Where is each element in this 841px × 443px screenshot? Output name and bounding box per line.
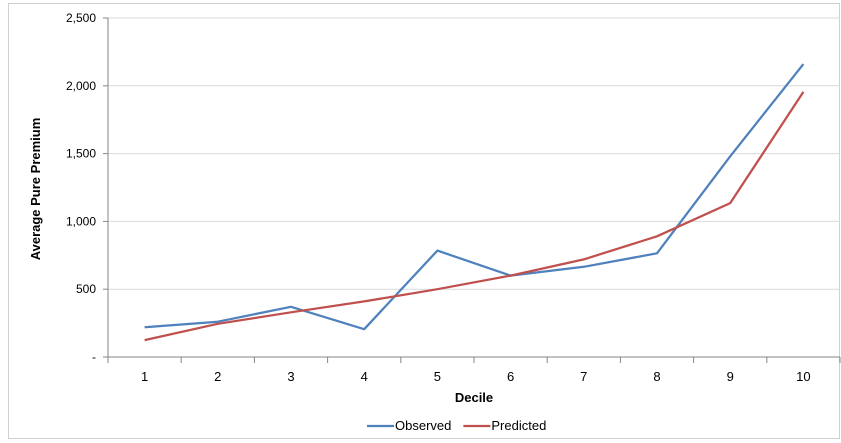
gridlines xyxy=(108,17,840,290)
y-tick-label: 2,500 xyxy=(66,11,96,25)
legend: Observed Predicted xyxy=(367,418,546,433)
x-tick-label: 4 xyxy=(361,369,368,384)
x-tick-label: 1 xyxy=(141,369,148,384)
x-tick-label: 7 xyxy=(580,369,587,384)
x-tick-label: 5 xyxy=(434,369,441,384)
x-tick-label: 8 xyxy=(653,369,660,384)
y-axis-label: Average Pure Premium xyxy=(28,118,43,261)
x-tick-label: 6 xyxy=(507,369,514,384)
axes: - 500 1,000 1,500 2,000 2,500 1 2 3 4 5 6 7 8 9 10 xyxy=(66,11,841,384)
y-tick-label: 2,000 xyxy=(66,79,96,93)
y-tick-label: 1,000 xyxy=(66,214,96,228)
series-lines xyxy=(144,63,805,342)
x-tick-label: 2 xyxy=(214,369,221,384)
x-tick-label: 3 xyxy=(287,369,294,384)
x-tick-label: 10 xyxy=(796,369,810,384)
y-tick-label: 1,500 xyxy=(66,147,96,161)
legend-label: Observed xyxy=(395,418,451,433)
series-line-observed xyxy=(144,63,805,331)
legend-label: Predicted xyxy=(491,418,546,433)
series-line-predicted xyxy=(144,91,805,342)
y-tick-label: - xyxy=(92,350,96,364)
y-tick-label: 500 xyxy=(76,282,96,296)
x-axis-label: Decile xyxy=(455,390,493,405)
x-tick-label: 9 xyxy=(727,369,734,384)
